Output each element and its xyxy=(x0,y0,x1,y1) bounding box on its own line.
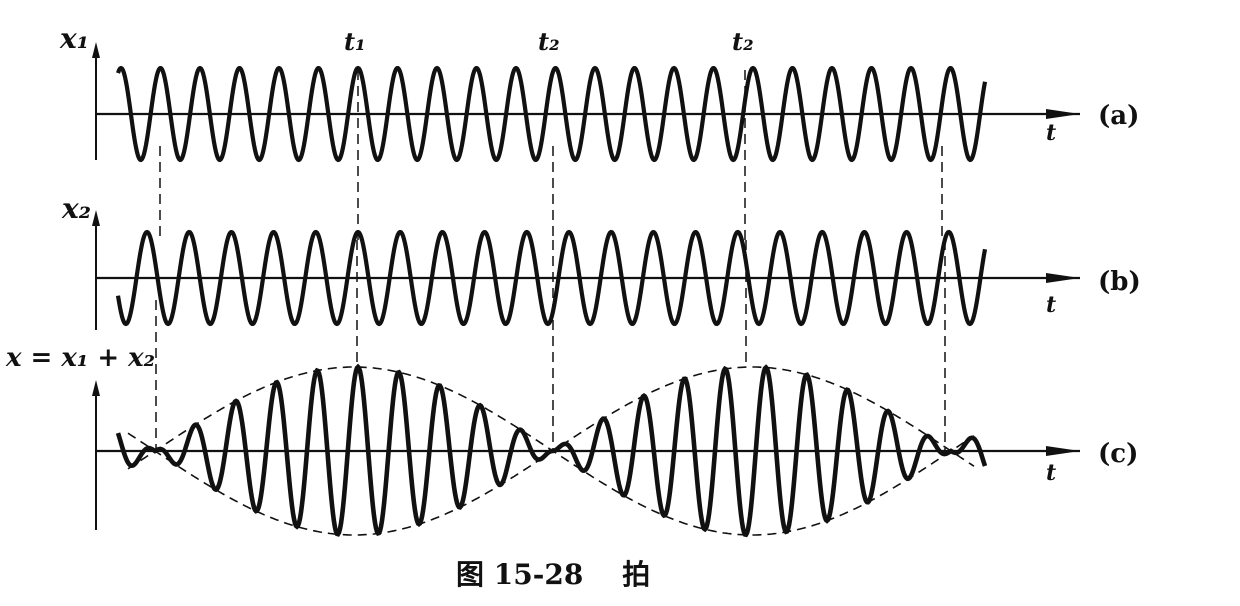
panel-b-xlabel: t xyxy=(1046,292,1056,318)
panel-b-tag: (b) xyxy=(1098,267,1141,297)
panel-c-time-arrow xyxy=(1046,446,1080,456)
panel-a-value-arrow xyxy=(92,42,100,58)
panel-c-tag: (c) xyxy=(1098,439,1138,469)
panel-b-ylabel: x₂ xyxy=(61,192,91,225)
envelope-upper xyxy=(127,366,975,452)
panel-b-waveform-x2 xyxy=(115,229,988,327)
panel-c-value-arrow xyxy=(92,380,100,396)
envelope-lower xyxy=(127,450,975,536)
panel-b-value-arrow xyxy=(92,210,100,226)
time-mark-t2-second: t₂ xyxy=(732,27,754,56)
panel-a-ylabel: x₁ xyxy=(59,22,89,55)
time-mark-t1: t₁ xyxy=(344,27,366,56)
panel-c-waveform-sum xyxy=(115,363,988,538)
panel-c-xlabel: t xyxy=(1046,460,1056,486)
panel-c-ylabel: x = x₁ + x₂ xyxy=(5,343,155,373)
panel-a-xlabel: t xyxy=(1046,120,1056,146)
panel-a-tag: (a) xyxy=(1098,101,1139,131)
panel-a-time-arrow xyxy=(1046,109,1080,119)
panel-b-time-arrow xyxy=(1046,273,1080,283)
waveforms xyxy=(115,65,988,538)
panel-a-waveform-x1 xyxy=(116,65,988,163)
time-mark-t2-first: t₂ xyxy=(538,27,560,56)
figure-caption: 图 15-28 拍 xyxy=(456,558,650,591)
